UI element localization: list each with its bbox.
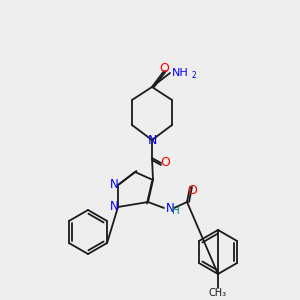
Text: N: N	[110, 178, 118, 191]
Text: N: N	[166, 202, 174, 214]
Text: 2: 2	[192, 70, 197, 80]
Text: O: O	[160, 157, 170, 169]
Text: NH: NH	[172, 68, 188, 78]
Text: N: N	[110, 200, 118, 214]
Text: N: N	[147, 134, 157, 146]
Text: O: O	[187, 184, 197, 196]
Text: CH₃: CH₃	[209, 288, 227, 298]
Text: H: H	[172, 206, 180, 216]
Text: O: O	[159, 62, 169, 76]
